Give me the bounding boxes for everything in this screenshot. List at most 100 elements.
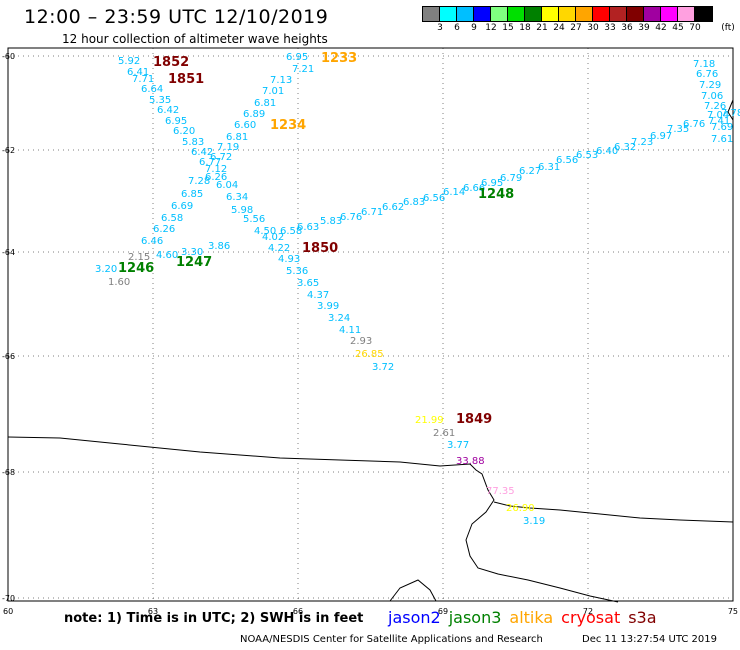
satellite-legend: jason2 jason3 altika cryosat s3a (388, 608, 665, 627)
wave-height-value: 7.04 (707, 110, 729, 121)
pass-id-label: 1247 (176, 255, 212, 270)
legend-swatch (457, 7, 474, 21)
legend-swatch (525, 7, 542, 21)
legend-swatch (423, 7, 440, 21)
wave-height-value: 6.63 (297, 222, 319, 233)
wave-height-value: 5.98 (231, 205, 253, 216)
wave-height-value: 6.64 (141, 84, 163, 95)
pass-id-label: 1248 (478, 187, 514, 202)
wave-height-value: 6.42 (191, 147, 213, 158)
legend-unit: (ft) (721, 23, 735, 33)
legend-swatch (661, 7, 678, 21)
wave-height-value: 6.20 (173, 126, 195, 137)
wave-height-value: 7.35 (667, 124, 689, 135)
wave-height-value: 6.81 (226, 132, 248, 143)
latitude-tick-label: -66 (2, 352, 15, 361)
wave-height-value: 6.97 (650, 131, 672, 142)
wave-height-value: 7.78 (721, 108, 740, 119)
legend-tick-label: 18 (519, 23, 531, 33)
legend-tick-label: 33 (604, 23, 616, 33)
wave-height-value: 3.77 (447, 440, 469, 451)
legend-tick-label: 36 (621, 23, 633, 33)
legend-tick-label: 27 (570, 23, 582, 33)
legend-tick-label: 24 (553, 23, 565, 33)
wave-height-value: 6.76 (696, 69, 718, 80)
wave-height-value: 2.15 (128, 252, 150, 263)
wave-height-value: 6.60 (234, 120, 256, 131)
wave-height-value: 3.24 (328, 313, 350, 324)
wave-height-value: 6.31 (538, 162, 560, 173)
satellite-label-jason3: jason3 (448, 608, 502, 627)
pass-id-label: 1246 (118, 261, 154, 276)
wave-height-value: 6.58 (161, 213, 183, 224)
credit-text: NOAA/NESDIS Center for Satellite Applica… (240, 634, 543, 645)
wave-height-value: 5.35 (149, 95, 171, 106)
latitude-ticks: -60 -62 -64 -66 -68 -70 (2, 52, 15, 603)
latitude-tick-label: -68 (2, 468, 15, 477)
wave-height-value: 7.23 (631, 137, 653, 148)
wave-height-value: 7.12 (205, 164, 227, 175)
wave-height-value: 6.34 (226, 192, 248, 203)
wave-height-value: 4.11 (339, 325, 361, 336)
wave-height-value: 5.36 (286, 266, 308, 277)
wave-height-labels: 5.926.417.716.645.356.426.956.205.836.42… (95, 52, 740, 527)
legend-swatch (542, 7, 559, 21)
wave-height-value: 6.85 (181, 189, 203, 200)
latitude-tick-label: -62 (2, 146, 15, 155)
legend-tick-label: 70 (689, 23, 701, 33)
wave-height-value: 6.32 (614, 142, 636, 153)
wave-height-value: 1.60 (108, 277, 130, 288)
legend-swatch (695, 7, 712, 21)
wave-height-value: 7.29 (699, 80, 721, 91)
longitude-ticks: 60 63 66 69 72 75 (3, 607, 738, 616)
legend-swatch (576, 7, 593, 21)
latitude-tick-label: -70 (2, 594, 15, 603)
timestamp-text: Dec 11 13:27:54 UTC 2019 (582, 634, 717, 645)
legend-tick-label: 6 (454, 23, 460, 33)
wave-height-value: 3.72 (372, 362, 394, 373)
wave-height-value: 5.83 (320, 216, 342, 227)
wave-height-value: 6.40 (596, 146, 618, 157)
wave-height-value: 3.65 (297, 278, 319, 289)
wave-height-value: 3.86 (208, 241, 230, 252)
map-graticule (8, 48, 733, 601)
wave-height-value: 6.56 (556, 155, 578, 166)
wave-height-value: 6.72 (210, 152, 232, 163)
wave-height-value: 6.26 (153, 224, 175, 235)
wave-height-value: 6.62 (382, 202, 404, 213)
wave-height-value: 2.93 (350, 336, 372, 347)
legend-swatch (610, 7, 627, 21)
wave-height-value: 7.71 (132, 74, 154, 85)
wave-height-value: 6.27 (519, 166, 541, 177)
longitude-tick-label: 75 (728, 607, 738, 616)
wave-height-value: 26.90 (506, 503, 535, 514)
wave-height-value: 6.95 (165, 116, 187, 127)
longitude-tick-label: 66 (293, 607, 303, 616)
legend-tick-label: 30 (587, 23, 599, 33)
legend-tick-label: 42 (655, 23, 667, 33)
wave-height-value: 3.99 (317, 301, 339, 312)
wave-height-value: 7.06 (701, 91, 723, 102)
wave-height-value: 4.37 (307, 290, 329, 301)
wave-height-value: 6.83 (403, 197, 425, 208)
wave-height-value: 6.56 (423, 193, 445, 204)
wave-height-value: 6.14 (443, 187, 465, 198)
wave-height-value: 6.42 (157, 105, 179, 116)
longitude-tick-label: 60 (3, 607, 13, 616)
legend-tick-label: 15 (502, 23, 514, 33)
wave-height-value: 4.50 (254, 226, 276, 237)
page-title: 12:00 – 23:59 UTC 12/10/2019 (24, 6, 329, 28)
wave-height-value: 6.77 (199, 157, 221, 168)
wave-height-value: 3.19 (523, 516, 545, 527)
latitude-tick-label: -60 (2, 52, 15, 61)
wave-height-value: 6.95 (286, 52, 308, 63)
wave-height-value: 4.22 (268, 243, 290, 254)
color-scale-legend (422, 6, 713, 22)
legend-tick-label: 3 (437, 23, 443, 33)
wave-height-value: 7.01 (262, 86, 284, 97)
legend-swatch (508, 7, 525, 21)
wave-height-value: 7.13 (270, 75, 292, 86)
wave-height-value: 3.20 (95, 264, 117, 275)
wave-height-value: 6.04 (216, 180, 238, 191)
